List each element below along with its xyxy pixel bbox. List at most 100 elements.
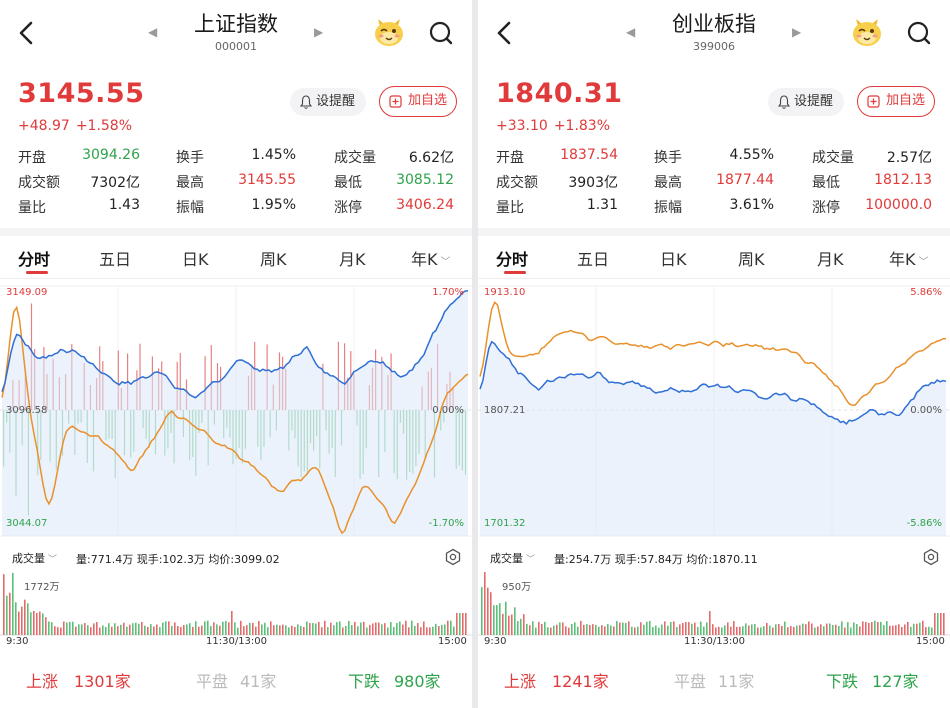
unchanged-count: 11家 <box>718 672 755 691</box>
decliners-count: 980家 <box>394 672 441 691</box>
set-alert-button[interactable]: 设提醒 <box>768 88 844 116</box>
time-midday: 11:30/13:00 <box>684 636 746 647</box>
volume-header: 成交量 ﹀ 量:254.7万 现手:57.84万 均价:1870.11 <box>478 545 950 571</box>
tab-monthly-k[interactable]: 月K <box>339 250 366 269</box>
stat-label: 成交额 <box>496 175 538 191</box>
volume-selector[interactable]: 成交量 ﹀ <box>12 550 57 566</box>
set-alert-label: 设提醒 <box>794 94 834 109</box>
tab-yearly-k[interactable]: 年K ﹀ <box>411 246 451 270</box>
axis-low-price: 1701.32 <box>484 518 526 529</box>
volume-header: 成交量 ﹀ 量:771.4万 现手:102.3万 均价:3099.02 <box>0 545 472 571</box>
price-change: +33.10 +1.83% <box>496 118 616 134</box>
volume-chart <box>0 572 472 636</box>
search-icon[interactable] <box>428 20 454 46</box>
stat-label: 最高 <box>654 175 682 191</box>
mascot-icon[interactable] <box>850 16 884 48</box>
price-area-fill <box>2 290 468 536</box>
time-midday: 11:30/13:00 <box>206 636 268 647</box>
advancers-count: 1241家 <box>552 672 609 691</box>
tab-monthly-k[interactable]: 月K <box>817 250 844 269</box>
stat-value: 3085.12 <box>396 172 454 188</box>
back-arrow-icon[interactable] <box>492 18 518 48</box>
add-watchlist-label: 加自选 <box>408 93 448 108</box>
tab-yearly-k[interactable]: 年K ﹀ <box>889 246 929 270</box>
back-arrow-icon[interactable] <box>14 18 40 48</box>
next-arrow-icon[interactable]: ▶ <box>792 25 802 39</box>
stats-grid: 开盘 1837.54 换手 4.55% 成交量 2.57亿 成交额 3903亿 最高 18… <box>496 145 936 220</box>
stats-row: 量比 1.31 振幅 3.61% 涨停 100000.0 <box>496 195 936 220</box>
time-open: 9:30 <box>484 636 507 647</box>
plus-icon <box>389 95 402 108</box>
stat-label: 量比 <box>18 200 46 216</box>
price-area-fill <box>480 341 946 536</box>
unchanged-label: 平盘 <box>674 672 707 691</box>
tab-weekly-k[interactable]: 周K <box>260 250 287 269</box>
unchanged-label: 平盘 <box>196 672 229 691</box>
stat-label: 换手 <box>654 150 682 166</box>
stat-value: 100000.0 <box>865 197 932 213</box>
stat-label: 涨停 <box>812 200 840 216</box>
chevron-down-icon: ﹀ <box>526 555 536 565</box>
tab-daily-k[interactable]: 日K <box>182 250 209 269</box>
intraday-chart[interactable] <box>478 280 950 542</box>
stat-label: 换手 <box>176 150 204 166</box>
add-watchlist-button[interactable]: 加自选 <box>379 86 457 117</box>
stat-value: 1877.44 <box>716 172 774 188</box>
settings-icon[interactable] <box>922 548 940 566</box>
tab-daily-k[interactable]: 日K <box>660 250 687 269</box>
prev-arrow-icon[interactable]: ◀ <box>626 25 636 39</box>
tab-weekly-k[interactable]: 周K <box>738 250 765 269</box>
settings-icon[interactable] <box>444 548 462 566</box>
set-alert-button[interactable]: 设提醒 <box>290 88 366 116</box>
stats-row: 成交额 7302亿 最高 3145.55 最低 3085.12 <box>18 170 458 195</box>
volume-max: 950万 <box>502 582 532 593</box>
add-watchlist-button[interactable]: 加自选 <box>857 86 935 117</box>
tab-five-day[interactable]: 五日 <box>577 250 610 269</box>
stat-label: 成交量 <box>334 150 376 166</box>
tab-five-day[interactable]: 五日 <box>99 250 132 269</box>
volume-selector-label: 成交量 <box>490 552 523 565</box>
intraday-chart[interactable] <box>0 280 472 542</box>
stat-value: 4.55% <box>729 147 774 163</box>
advancers-label: 上涨 <box>26 672 59 691</box>
plus-icon <box>867 95 880 108</box>
stat-value: 1.45% <box>251 147 296 163</box>
volume-selector[interactable]: 成交量 ﹀ <box>490 550 535 566</box>
chevron-down-icon: ﹀ <box>440 257 451 268</box>
tab-intraday[interactable]: 分时 <box>496 250 529 269</box>
axis-prev-close: 3096.58 <box>6 405 48 416</box>
stat-label: 成交额 <box>18 175 60 191</box>
stat-label: 涨停 <box>334 200 362 216</box>
prev-arrow-icon[interactable]: ◀ <box>148 25 158 39</box>
stat-value: 3406.24 <box>396 197 454 213</box>
advancers-count: 1301家 <box>74 672 131 691</box>
next-arrow-icon[interactable]: ▶ <box>314 25 324 39</box>
stat-value: 1837.54 <box>560 147 618 163</box>
index-title: 上证指数 <box>194 12 278 36</box>
stats-grid: 开盘 3094.26 换手 1.45% 成交量 6.62亿 成交额 7302亿 最高 31… <box>18 145 458 220</box>
current-price: 1840.31 <box>496 78 623 109</box>
price-line <box>1 289 469 399</box>
axis-high-price: 3149.09 <box>6 287 48 298</box>
index-panel-shanghai: ◀ 上证指数 000001 ▶ 3145.55 +48.97 +1.58% 设提醒… <box>0 0 472 708</box>
stat-label: 最低 <box>334 175 362 191</box>
mascot-icon[interactable] <box>372 16 406 48</box>
header: ◀ 上证指数 000001 ▶ <box>0 0 472 70</box>
market-breadth: 上涨 1301家 平盘 41家 下跌 980家 <box>0 664 472 696</box>
stat-value: 1812.13 <box>874 172 932 188</box>
decliners-label: 下跌 <box>348 672 381 691</box>
average-price-line <box>1 305 469 535</box>
stat-value: 1.95% <box>251 197 296 213</box>
set-alert-label: 设提醒 <box>316 94 356 109</box>
axis-low-pct: -5.86% <box>906 518 942 529</box>
volume-chart <box>478 572 950 636</box>
chevron-down-icon: ﹀ <box>48 555 58 565</box>
chart-tabs: 分时 五日 日K 周K 月K 年K ﹀ <box>0 240 472 276</box>
stat-label: 开盘 <box>496 150 524 166</box>
section-divider <box>478 228 950 236</box>
time-open: 9:30 <box>6 636 29 647</box>
tab-intraday[interactable]: 分时 <box>18 250 51 269</box>
search-icon[interactable] <box>906 20 932 46</box>
axis-prev-close: 1807.21 <box>484 405 526 416</box>
axis-low-pct: -1.70% <box>428 518 464 529</box>
